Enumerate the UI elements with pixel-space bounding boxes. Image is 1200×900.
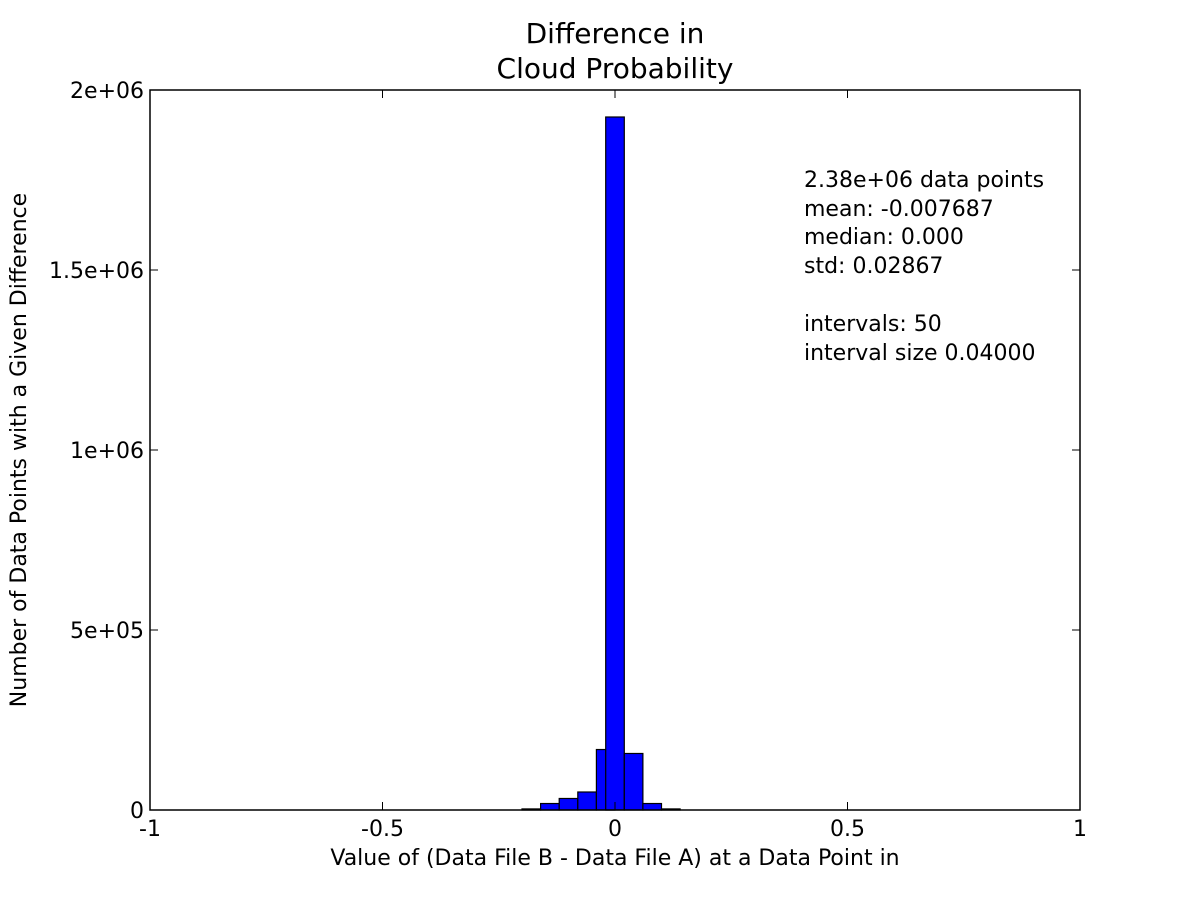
histogram-bar-3 [577,791,597,811]
stats-line-mean: mean: -0.007687 [804,197,994,222]
x-tick-label-4: 1 [1073,817,1087,842]
histogram-bar-1 [539,802,560,811]
x-tick-label-3: 0.5 [830,817,865,842]
stats-line-count: 2.38e+06 data points [804,168,1044,193]
histogram-bar-2 [558,797,579,811]
x-axis-label: Value of (Data File B - Data File A) at … [330,846,899,871]
y-tick-label-1: 5e+05 [70,619,144,644]
chart-title-line-1: Difference in [526,17,705,50]
y-tick-label-3: 1.5e+06 [49,259,144,284]
y-tick-label-4: 2e+06 [70,79,144,104]
x-tick-label-0: -1 [139,817,161,842]
x-tick-label-2: 0 [608,817,622,842]
axis-ticks [149,89,1081,811]
y-axis-label: Number of Data Points with a Given Diffe… [7,193,32,707]
stats-line-std: std: 0.02867 [804,254,943,279]
stats-annotation: 2.38e+06 data points mean: -0.007687 med… [804,168,1044,366]
histogram-bar-5 [605,116,625,811]
bars-group [521,116,681,811]
x-tick-label-1: -0.5 [361,817,404,842]
stats-line-median: median: 0.000 [804,225,964,250]
axis-tick-labels: -1 -0.5 0 0.5 1 0 5e+05 1e+06 1.5e+06 2e+06 [49,79,1087,842]
stats-line-intervals: intervals: 50 [804,312,942,337]
histogram-bar-6 [623,752,644,811]
y-tick-label-0: 0 [130,799,144,824]
histogram-bar-7 [642,802,663,811]
chart-title-line-2: Cloud Probability [497,52,734,85]
y-tick-label-2: 1e+06 [70,439,144,464]
stats-line-interval-size: interval size 0.04000 [804,341,1036,366]
